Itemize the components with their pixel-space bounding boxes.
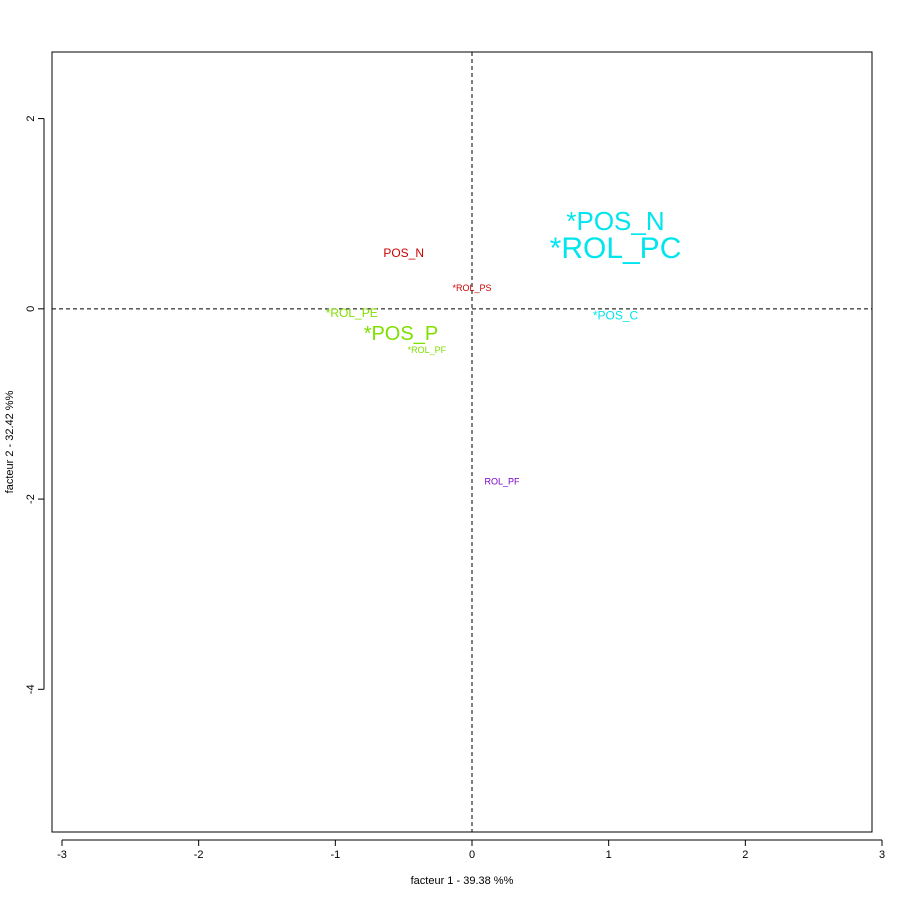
x-tick-label: -3 <box>57 849 67 861</box>
x-axis-title: facteur 1 - 39.38 %% <box>411 875 514 887</box>
y-tick-label: -2 <box>25 494 37 504</box>
plot-frame <box>51 51 873 833</box>
x-tick-label: -1 <box>330 849 340 861</box>
x-tick-label: -2 <box>194 849 204 861</box>
reference-lines <box>52 52 872 832</box>
point-label: *POS_C <box>593 309 639 323</box>
point-label: POS_N <box>383 246 424 260</box>
x-tick-label: 3 <box>879 849 885 861</box>
x-tick-label: 0 <box>469 849 475 861</box>
y-tick-label: 0 <box>25 306 37 312</box>
x-tick-label: 2 <box>742 849 748 861</box>
y-axis: -4 -2 0 2 <box>25 116 45 694</box>
point-labels: POS_N *ROL_PS *POS_N*ROL_PC *POS_C *ROL_PE *P… <box>326 206 682 486</box>
point-label: *ROL_PE <box>326 306 378 320</box>
point-label: ROL_PF <box>485 476 521 486</box>
y-tick-label: 2 <box>25 116 37 122</box>
x-tick-label: 1 <box>606 849 612 861</box>
point-label: *ROL_PC <box>550 232 682 265</box>
point-label: *ROL_PS <box>452 283 491 293</box>
point-label: *POS_P <box>364 323 438 345</box>
point-label: *ROL_PF <box>408 345 447 355</box>
point-label: *POS_N <box>566 206 664 236</box>
x-axis: -3 -2 -1 0 1 2 3 <box>57 839 885 861</box>
y-tick-label: -4 <box>25 684 37 694</box>
y-axis-title: facteur 2 - 32.42 %% <box>4 390 16 493</box>
